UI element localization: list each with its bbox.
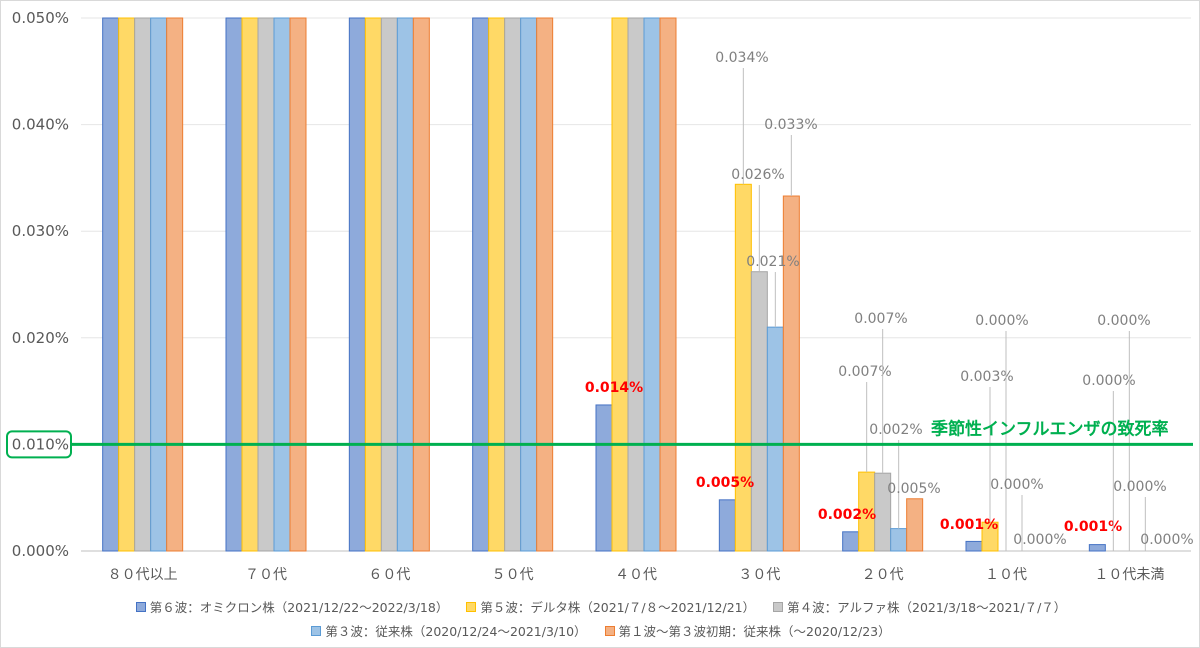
x-tick-label: ４０代 [615, 567, 657, 583]
data-label: 0.000% [1082, 373, 1135, 389]
data-label: 0.000% [1140, 532, 1193, 548]
bar [349, 18, 365, 551]
bar [751, 272, 767, 551]
data-label: 0.000% [975, 313, 1028, 329]
bar [628, 18, 644, 551]
bar [612, 18, 628, 551]
bar [365, 18, 381, 551]
legend-label: 第３波：従来株（2020/12/24〜2021/3/10） [325, 621, 586, 640]
data-label: 0.007% [854, 311, 907, 327]
bar [966, 541, 982, 551]
data-label: 0.021% [746, 254, 799, 270]
bar [596, 405, 612, 551]
bar [660, 18, 676, 551]
bar [891, 529, 907, 551]
y-tick-label: 0.030% [12, 222, 69, 240]
bar [735, 184, 751, 551]
bar [719, 500, 735, 551]
bar [521, 18, 537, 551]
legend-swatch [605, 626, 615, 636]
data-label: 0.026% [731, 167, 784, 183]
bar [226, 18, 242, 551]
data-label: 0.005% [696, 475, 754, 491]
bar [843, 532, 859, 551]
data-label: 0.000% [990, 477, 1043, 493]
bar [489, 18, 505, 551]
x-tick-label: ３０代 [738, 567, 780, 583]
reference-line-label: 季節性インフルエンザの致死率 [931, 418, 1169, 439]
y-tick-label: 0.050% [12, 9, 69, 27]
data-label: 0.002% [818, 507, 876, 523]
bar [103, 18, 119, 551]
legend-item: 第４波：アルファ株（2021/3/18〜2021/７/７） [773, 597, 1066, 616]
bar [537, 18, 553, 551]
bar [505, 18, 521, 551]
legend-item: 第６波：オミクロン株（2021/12/22〜2022/3/18） [136, 597, 449, 616]
bar [258, 18, 274, 551]
bar [644, 18, 660, 551]
x-tick-label: １０代未満 [1094, 567, 1164, 583]
y-tick-label: 0.000% [12, 542, 69, 560]
legend-swatch [773, 602, 783, 612]
legend-label: 第４波：アルファ株（2021/3/18〜2021/７/７） [787, 597, 1066, 616]
bar [397, 18, 413, 551]
data-label: 0.014% [585, 380, 643, 396]
legend-swatch [136, 602, 146, 612]
data-label: 0.007% [838, 364, 891, 380]
bar [274, 18, 290, 551]
bar [783, 196, 799, 551]
legend-row: 第３波：従来株（2020/12/24〜2021/3/10） 第１波〜第３波初期：従… [1, 621, 1200, 640]
bar [151, 18, 167, 551]
bar [242, 18, 258, 551]
legend-swatch [466, 602, 476, 612]
data-label: 0.033% [764, 117, 817, 133]
bar [135, 18, 151, 551]
bar [167, 18, 183, 551]
bar [473, 18, 489, 551]
y-tick-label: 0.040% [12, 116, 69, 134]
data-label: 0.005% [887, 481, 940, 497]
x-tick-label: ７０代 [245, 567, 287, 583]
bar [413, 18, 429, 551]
legend-swatch [311, 626, 321, 636]
x-tick-label: ５０代 [492, 567, 534, 583]
bar-chart: 0.000% 0.010% 0.020% 0.030% 0.040% 0.050% ８０代以… [1, 1, 1200, 601]
bar [1089, 545, 1105, 551]
legend-item: 第５波：デルタ株（2021/７/８〜2021/12/21） [466, 597, 755, 616]
bar [767, 327, 783, 551]
legend-label: 第１波〜第３波初期：従来株（〜2020/12/23） [619, 621, 891, 640]
legend-row: 第６波：オミクロン株（2021/12/22〜2022/3/18） 第５波：デルタ株… [1, 597, 1200, 616]
bar [381, 18, 397, 551]
data-label: 0.000% [1013, 532, 1066, 548]
legend-item: 第１波〜第３波初期：従来株（〜2020/12/23） [605, 621, 891, 640]
legend-label: 第５波：デルタ株（2021/７/８〜2021/12/21） [480, 597, 755, 616]
data-label: 0.034% [715, 50, 768, 66]
bar [119, 18, 135, 551]
x-tick-label: ８０代以上 [108, 567, 178, 583]
y-tick-label: 0.010% [12, 435, 69, 453]
data-label: 0.000% [1097, 313, 1150, 329]
x-tick-label: ６０代 [368, 567, 410, 583]
x-tick-label: １０代 [985, 567, 1027, 583]
bar [907, 499, 923, 551]
data-label: 0.001% [940, 517, 998, 533]
x-tick-label: ２０代 [862, 567, 904, 583]
legend-item: 第３波：従来株（2020/12/24〜2021/3/10） [311, 621, 586, 640]
data-label: 0.002% [869, 422, 922, 438]
legend-label: 第６波：オミクロン株（2021/12/22〜2022/3/18） [150, 597, 449, 616]
bar [290, 18, 306, 551]
y-tick-label: 0.020% [12, 329, 69, 347]
data-label: 0.000% [1113, 479, 1166, 495]
